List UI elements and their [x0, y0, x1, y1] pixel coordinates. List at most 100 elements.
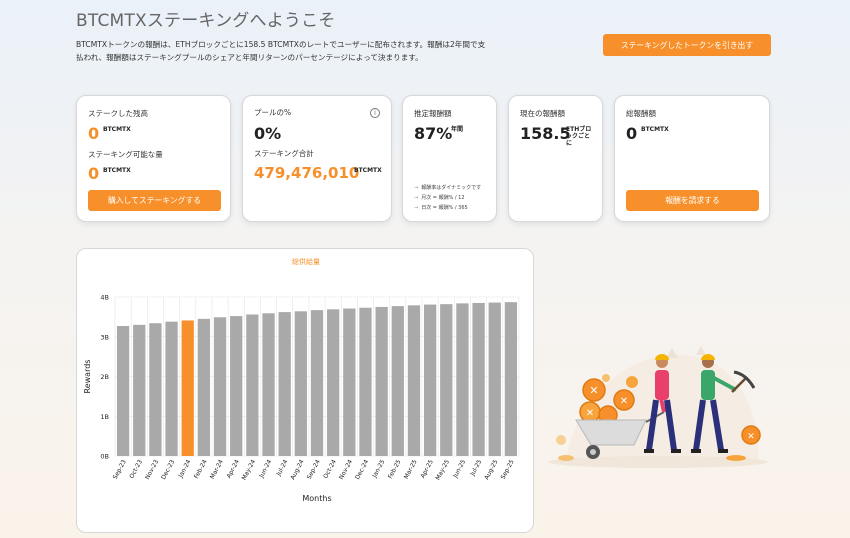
total-staked-unit: BTCMTX: [354, 167, 382, 174]
intro-text: BTCMTXトークンの報酬は、ETHブロックごとに158.5 BTCMTXのレー…: [76, 40, 486, 62]
note-dynamic-rate: → 報酬率はダイナミックです: [414, 185, 482, 191]
x-tick-label: Jul-25: [469, 458, 484, 477]
bar-nov-24: [343, 308, 356, 456]
y-tick-label: 3B: [100, 333, 109, 341]
bar-sep-23: [116, 326, 130, 456]
bar-aug-24: [294, 311, 307, 456]
bar-oct-24: [327, 309, 340, 456]
estimated-rewards-label: 推定報酬額: [414, 109, 452, 118]
bar-may-24: [246, 314, 259, 456]
worker-with-pickaxe-icon: [691, 354, 756, 453]
x-tick-label: Mar-24: [209, 459, 225, 481]
bar-oct-23: [133, 324, 146, 456]
note-daily: → 日次 = 報酬% / 365: [414, 205, 468, 211]
pool-share-value: 0%: [254, 124, 282, 143]
svg-text:✕: ✕: [586, 408, 594, 419]
pool-share-label: プールの%: [254, 108, 292, 117]
arrow-right-icon: →: [414, 185, 419, 191]
y-tick-label: 2B: [100, 373, 109, 381]
bar-jan-24: [181, 320, 194, 456]
x-tick-label: Apr-25: [419, 458, 435, 479]
x-tick-label: Feb-25: [387, 459, 403, 480]
x-tick-label: May-24: [241, 459, 258, 482]
pool-share-card: プールの% i 0% ステーキング合計 479,476,010 BTCMTX: [242, 95, 392, 222]
wheelbarrow-icon: [575, 411, 665, 459]
buy-and-stake-button[interactable]: 購入してステーキングする: [88, 190, 221, 211]
total-supply-chart-card: 総供給量 0B 1B 2B 3B 4B Sep-23 Oct-23 Nov-23 Dec-23 Ja…: [76, 248, 534, 533]
bar-sep-25: [504, 302, 518, 456]
total-staked-label: ステーキング合計: [254, 149, 314, 158]
estimated-rewards-card: 推定報酬額 87% 年間 → 報酬率はダイナミックです → 月次 = 報酬% / 1…: [402, 95, 497, 222]
x-tick-label: Sep-23: [112, 458, 128, 480]
x-tick-label: Feb-24: [193, 459, 209, 480]
current-reward-label: 現在の報酬額: [520, 109, 565, 118]
miners-illustration: ✕ ✕ ✕ ✕: [548, 346, 768, 468]
staked-balance-value: 0: [88, 124, 100, 143]
x-tick-label: Mar-25: [403, 459, 419, 481]
available-amount-label: ステーキング可能な量: [88, 150, 163, 159]
coin-pile-icon: ✕ ✕ ✕: [579, 374, 638, 425]
withdraw-staked-button[interactable]: ステーキングしたトークンを引き出す: [603, 34, 771, 56]
bar-nov-23: [149, 323, 162, 456]
bar-mar-24: [213, 317, 227, 456]
ground-shadow-shape: [548, 456, 768, 468]
estimated-rewards-unit: 年間: [451, 126, 464, 133]
bar-aug-25: [488, 302, 501, 456]
y-tick-label: 1B: [100, 413, 109, 421]
total-rewards-value: 0: [626, 124, 638, 143]
svg-text:✕: ✕: [747, 432, 755, 442]
bar-apr-25: [423, 304, 437, 456]
y-tick-label: 4B: [100, 294, 109, 302]
x-tick-label: Nov-23: [144, 459, 160, 481]
bar-jun-25: [456, 303, 469, 456]
x-tick-label: Sep-24: [306, 458, 322, 480]
svg-text:✕: ✕: [589, 384, 598, 397]
info-icon[interactable]: i: [370, 108, 380, 118]
arrow-right-icon: →: [414, 205, 419, 211]
available-amount-value: 0: [88, 164, 100, 183]
bar-feb-24: [197, 318, 211, 456]
x-tick-label: Dec-24: [354, 459, 370, 481]
x-tick-label: Dec-23: [160, 459, 176, 481]
total-supply-chart: 総供給量 0B 1B 2B 3B 4B Sep-23 Oct-23 Nov-23 Dec-23 Ja…: [83, 257, 520, 503]
x-tick-label: May-25: [434, 459, 451, 482]
x-tick-label: Sep-25: [500, 458, 516, 480]
total-rewards-card: 総報酬額 0 BTCMTX 報酬を請求する: [614, 95, 770, 222]
staked-balance-unit: BTCMTX: [103, 126, 131, 133]
worker-pushing-icon: [644, 354, 681, 453]
total-rewards-label: 総報酬額: [626, 109, 656, 118]
x-tick-label: Aug-25: [483, 458, 499, 480]
chart-title: 総供給量: [292, 257, 320, 266]
available-amount-unit: BTCMTX: [103, 167, 131, 174]
x-tick-label: Oct-24: [322, 459, 338, 480]
bar-feb-25: [391, 306, 404, 456]
claim-rewards-button[interactable]: 報酬を請求する: [626, 190, 759, 211]
arrow-right-icon: →: [414, 195, 419, 201]
x-axis-label: Months: [302, 494, 331, 503]
current-reward-card: 現在の報酬額 158.5 ETHブロ ックごと に: [508, 95, 603, 222]
note-monthly: → 月次 = 報酬% / 12: [414, 195, 465, 201]
x-tick-label: Jul-24: [275, 458, 290, 477]
x-tick-label: Jun-24: [258, 459, 274, 480]
x-tick-label: Apr-24: [225, 458, 241, 479]
x-tick-label: Jan-25: [371, 459, 387, 480]
current-reward-unit-2: ックごと: [566, 133, 591, 140]
bar-jul-25: [472, 302, 485, 456]
x-tick-label: Aug-24: [289, 458, 305, 480]
bar-dec-24: [359, 307, 372, 456]
bar-apr-24: [230, 316, 243, 456]
bar-jan-25: [375, 306, 388, 456]
current-reward-unit-1: ETHブロ: [566, 126, 592, 133]
y-axis-label: Rewards: [83, 360, 92, 394]
estimated-rewards-value: 87%: [414, 124, 453, 143]
current-reward-value: 158.5: [520, 124, 571, 143]
x-tick-label: Nov-24: [338, 459, 354, 481]
current-reward-unit-3: に: [566, 140, 573, 147]
x-tick-label: Oct-23: [128, 459, 144, 480]
bar-sep-24: [310, 310, 324, 456]
y-tick-label: 0B: [100, 453, 109, 461]
loose-coins-icon: ✕: [556, 425, 761, 461]
bar-may-25: [440, 304, 453, 456]
bar-dec-23: [165, 321, 178, 456]
x-tick-label: Jun-25: [452, 459, 468, 480]
